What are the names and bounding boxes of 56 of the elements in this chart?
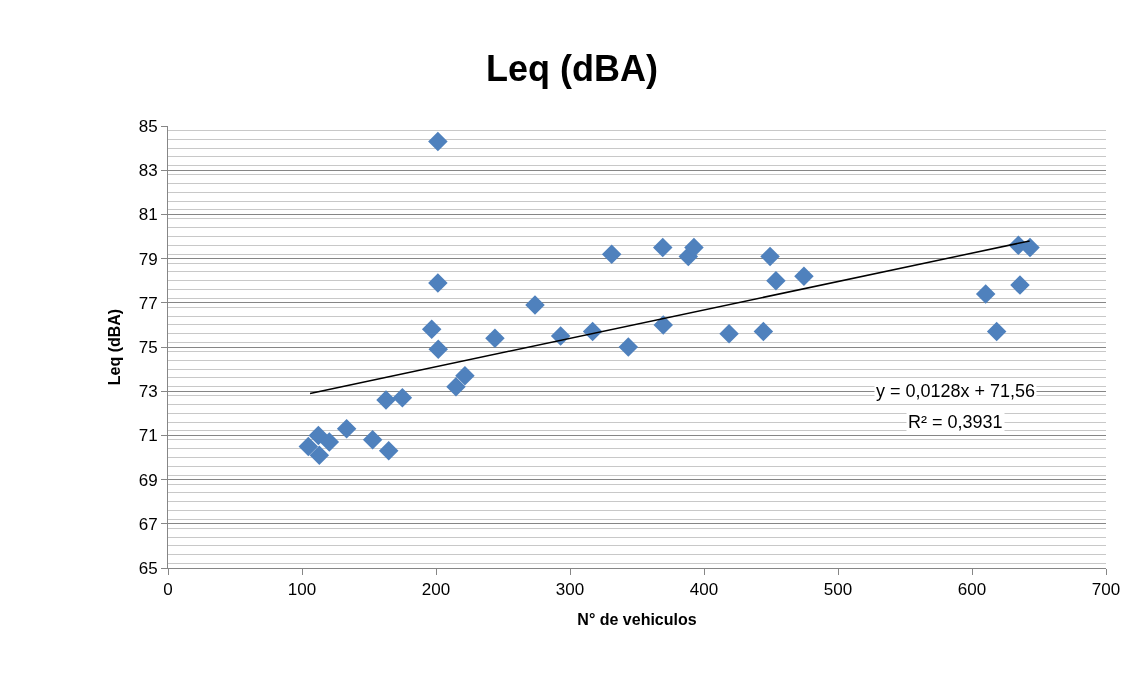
- y-tick-label: 71: [138, 426, 158, 446]
- point: [684, 237, 704, 258]
- point: [760, 246, 780, 267]
- point: [309, 445, 330, 466]
- point: [485, 328, 505, 348]
- point: [652, 237, 673, 258]
- y-tick-label: 79: [138, 249, 158, 269]
- point: [1020, 237, 1040, 258]
- point: [986, 321, 1007, 342]
- x-tick-label: 500: [823, 580, 853, 600]
- point: [421, 319, 442, 340]
- x-tick-label: 200: [421, 580, 451, 600]
- point: [378, 441, 399, 461]
- x-tick-label: 100: [287, 580, 317, 600]
- point: [428, 273, 448, 293]
- point: [1010, 275, 1030, 295]
- point: [719, 323, 739, 344]
- point: [618, 337, 639, 357]
- point: [428, 339, 449, 359]
- annotation: y = 0,0128x + 71,56: [876, 381, 1036, 401]
- point: [446, 377, 466, 397]
- point: [653, 315, 674, 335]
- y-tick-label: 67: [138, 514, 158, 534]
- point: [308, 425, 329, 446]
- point: [336, 419, 357, 439]
- annotation: R² = 0,3931: [908, 412, 1003, 432]
- x-tick-label: 400: [689, 580, 719, 600]
- point: [975, 284, 996, 304]
- x-tick-label: 700: [1091, 580, 1121, 600]
- point: [392, 388, 413, 408]
- point: [601, 244, 622, 264]
- y-tick-label: 69: [138, 470, 158, 490]
- point: [298, 436, 319, 457]
- y-tick-label: 65: [138, 558, 158, 578]
- y-tick-label: 85: [138, 116, 158, 136]
- point: [455, 365, 475, 386]
- point: [428, 131, 448, 152]
- point: [753, 321, 774, 342]
- point: [362, 430, 383, 450]
- y-axis-title: Leq (dBA): [105, 308, 123, 386]
- chart-title: Leq (dBA): [486, 48, 658, 89]
- y-tick-label: 77: [138, 293, 158, 313]
- x-tick-label: 300: [555, 580, 585, 600]
- y-tick-label: 75: [138, 337, 158, 357]
- x-tick-label: 600: [957, 580, 987, 600]
- point: [525, 295, 545, 315]
- x-tick-label: 0: [163, 580, 173, 600]
- point: [794, 266, 814, 287]
- point: [319, 432, 340, 452]
- point: [766, 270, 786, 291]
- y-tick-label: 73: [138, 382, 158, 402]
- y-tick-label: 81: [138, 205, 158, 225]
- point: [550, 326, 571, 346]
- x-axis-title: N° de vehiculos: [577, 611, 697, 629]
- y-tick-label: 83: [138, 161, 158, 181]
- point: [376, 390, 396, 410]
